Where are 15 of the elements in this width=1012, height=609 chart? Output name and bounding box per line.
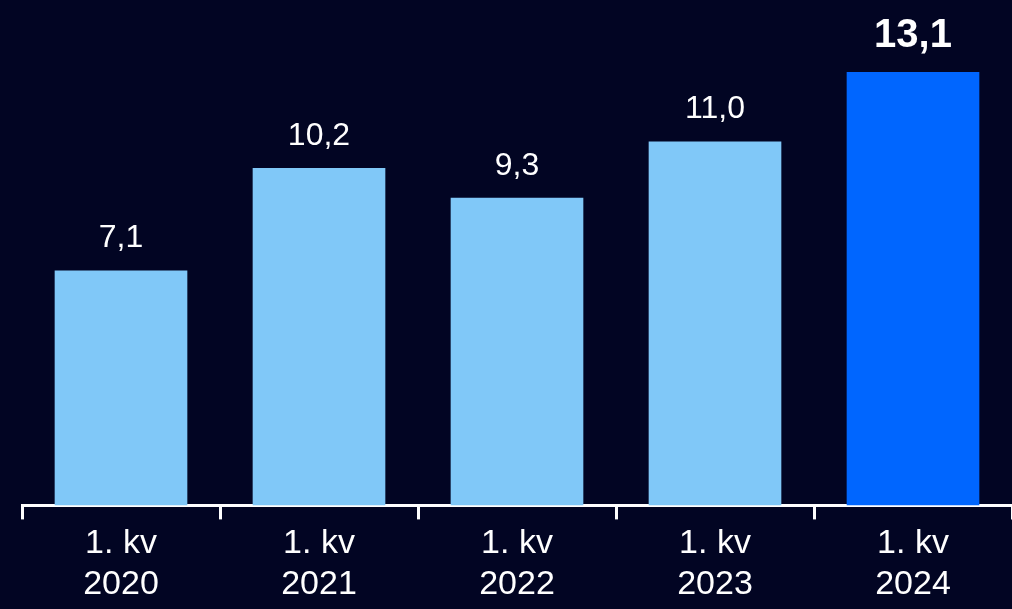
data-label: 10,2 xyxy=(287,115,351,152)
x-tick-label: 1. kv 2021 xyxy=(281,522,357,601)
bar xyxy=(54,270,188,506)
bar xyxy=(252,167,386,506)
bar xyxy=(450,197,584,506)
data-label: 7,1 xyxy=(98,218,144,255)
bar xyxy=(846,72,980,506)
bar xyxy=(648,141,782,506)
x-tick-label: 1. kv 2023 xyxy=(677,522,753,601)
x-tick-label: 1. kv 2024 xyxy=(875,522,951,601)
x-tick-label: 1. kv 2022 xyxy=(479,522,555,601)
data-label: 11,0 xyxy=(685,89,745,126)
data-label: 13,1 xyxy=(874,11,952,56)
data-label: 9,3 xyxy=(494,145,540,182)
x-tick-label: 1. kv 2020 xyxy=(83,522,159,601)
